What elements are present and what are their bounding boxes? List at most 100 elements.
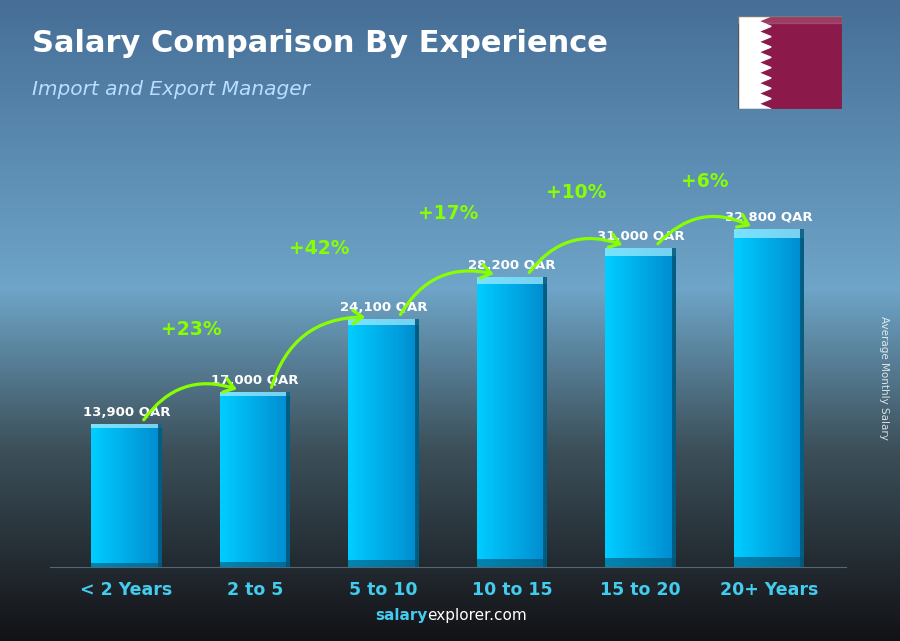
Bar	[142, 424, 144, 567]
Bar	[491, 277, 492, 567]
Bar	[779, 229, 781, 567]
Bar	[477, 277, 479, 567]
Bar	[91, 424, 162, 428]
Bar	[671, 247, 676, 567]
Bar	[361, 319, 363, 567]
Bar	[94, 424, 96, 567]
Text: 17,000 QAR: 17,000 QAR	[212, 374, 299, 387]
Bar	[139, 424, 140, 567]
Text: +6%: +6%	[681, 172, 728, 191]
Bar	[354, 319, 356, 567]
Bar	[781, 229, 783, 567]
Bar	[803, 229, 805, 567]
Bar	[160, 424, 162, 567]
FancyArrowPatch shape	[144, 379, 234, 420]
Bar	[487, 277, 489, 567]
Bar	[776, 229, 778, 567]
Bar	[273, 392, 274, 567]
Bar	[230, 392, 232, 567]
Bar	[348, 319, 418, 325]
Bar	[148, 424, 149, 567]
Bar	[236, 392, 238, 567]
Bar	[742, 229, 744, 567]
Bar	[417, 319, 419, 567]
Bar	[229, 392, 230, 567]
Bar	[542, 277, 544, 567]
Bar	[284, 392, 285, 567]
Bar	[794, 229, 796, 567]
Bar	[409, 319, 410, 567]
Bar	[400, 319, 401, 567]
Bar	[544, 277, 545, 567]
Text: Import and Export Manager: Import and Export Manager	[32, 80, 310, 99]
Bar	[762, 229, 764, 567]
Bar	[752, 229, 753, 567]
Bar	[757, 229, 759, 567]
Bar	[96, 424, 98, 567]
Bar	[737, 229, 739, 567]
Bar	[637, 247, 639, 567]
Bar	[132, 424, 134, 567]
Bar	[612, 247, 614, 567]
Text: Salary Comparison By Experience: Salary Comparison By Experience	[32, 29, 608, 58]
Bar	[628, 247, 630, 567]
Bar	[140, 424, 142, 567]
Bar	[255, 392, 256, 567]
Bar	[107, 424, 109, 567]
Bar	[392, 319, 394, 567]
Bar	[135, 424, 137, 567]
Bar	[387, 319, 389, 567]
Bar	[123, 424, 125, 567]
Bar	[155, 424, 157, 567]
FancyArrowPatch shape	[272, 310, 363, 387]
Bar	[641, 247, 643, 567]
Bar	[634, 247, 635, 567]
Bar	[120, 424, 122, 567]
Bar	[158, 424, 160, 567]
Bar	[258, 392, 260, 567]
Bar	[735, 229, 737, 567]
Bar	[116, 424, 118, 567]
Bar	[398, 319, 400, 567]
Bar	[521, 277, 523, 567]
Bar	[383, 319, 385, 567]
Bar	[352, 319, 354, 567]
Bar	[772, 229, 774, 567]
Bar	[507, 277, 508, 567]
Bar	[660, 247, 661, 567]
Bar	[500, 277, 501, 567]
Bar	[656, 247, 658, 567]
Bar	[774, 229, 776, 567]
FancyArrowPatch shape	[658, 215, 749, 244]
Bar	[374, 319, 376, 567]
Bar	[763, 229, 765, 567]
Bar	[605, 247, 607, 567]
Bar	[274, 392, 276, 567]
Bar	[130, 424, 132, 567]
Bar	[356, 319, 357, 567]
Bar	[223, 392, 225, 567]
Bar	[753, 229, 755, 567]
Bar	[137, 424, 139, 567]
Bar	[91, 424, 93, 567]
Bar	[350, 319, 352, 567]
Bar	[271, 392, 273, 567]
Bar	[739, 229, 741, 567]
Bar	[643, 247, 644, 567]
Bar	[672, 247, 674, 567]
Bar	[153, 424, 155, 567]
Bar	[647, 247, 649, 567]
Bar	[792, 229, 794, 567]
Bar	[251, 392, 253, 567]
Bar	[639, 247, 641, 567]
Bar	[496, 277, 498, 567]
Text: 24,100 QAR: 24,100 QAR	[340, 301, 428, 314]
Bar	[483, 277, 485, 567]
Text: explorer.com: explorer.com	[428, 608, 527, 623]
Bar	[748, 229, 750, 567]
Bar	[91, 563, 162, 567]
Bar	[770, 229, 772, 567]
Bar	[380, 319, 382, 567]
Bar	[796, 229, 797, 567]
Bar	[508, 277, 510, 567]
